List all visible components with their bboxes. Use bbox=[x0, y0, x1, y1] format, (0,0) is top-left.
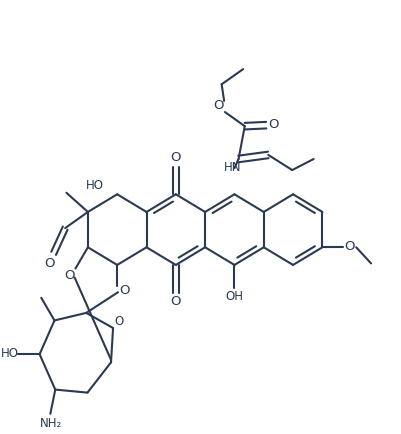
Text: O: O bbox=[44, 257, 55, 270]
Text: O: O bbox=[170, 151, 180, 164]
Text: O: O bbox=[170, 295, 180, 308]
Text: O: O bbox=[114, 316, 123, 329]
Text: HN: HN bbox=[223, 161, 241, 174]
Text: O: O bbox=[213, 99, 223, 112]
Text: O: O bbox=[119, 284, 130, 297]
Text: O: O bbox=[268, 118, 278, 131]
Text: O: O bbox=[343, 240, 354, 253]
Text: OH: OH bbox=[225, 290, 243, 303]
Text: NH₂: NH₂ bbox=[40, 418, 62, 431]
Text: HO: HO bbox=[85, 179, 103, 192]
Text: O: O bbox=[64, 269, 74, 282]
Text: HO: HO bbox=[1, 347, 19, 360]
